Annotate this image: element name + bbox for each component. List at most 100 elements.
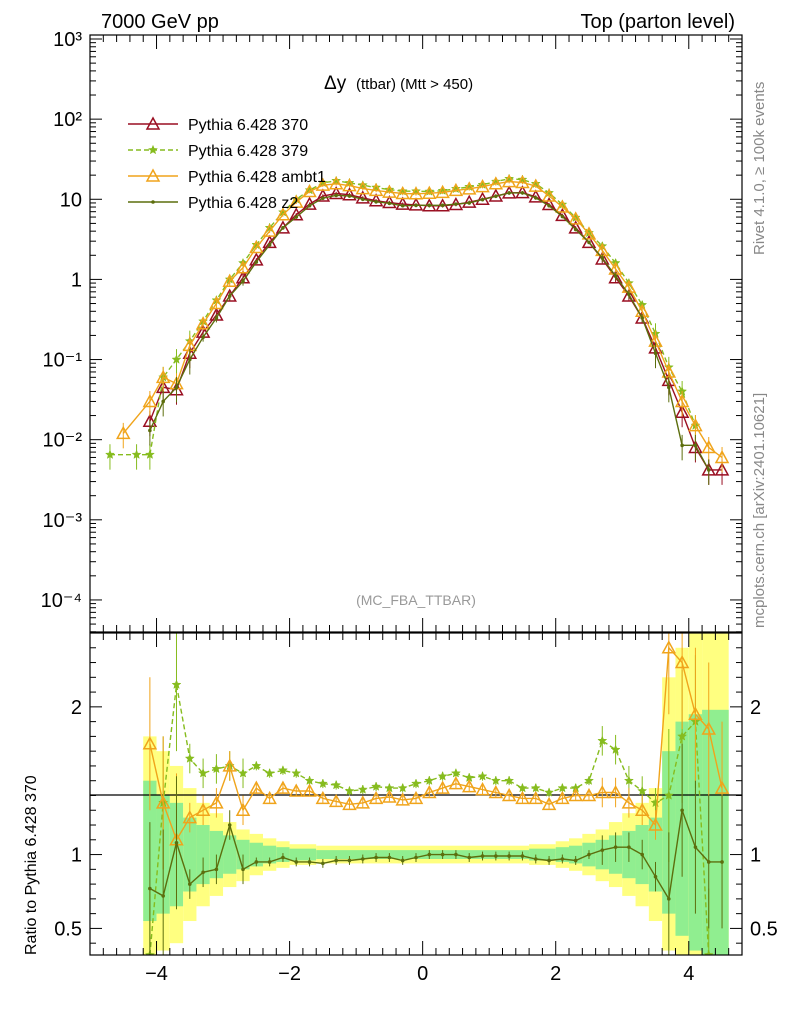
ratio-point bbox=[583, 775, 595, 785]
main-series-pythia-6-428-z2 bbox=[148, 191, 711, 485]
main-point bbox=[227, 294, 232, 298]
ratio-y-axis: 0.5 0.5 1 1 2 2 bbox=[54, 647, 778, 944]
main-point bbox=[467, 201, 472, 205]
main-series-pythia-6-428-370 bbox=[142, 185, 730, 485]
ratio-point bbox=[680, 808, 684, 813]
ratio-point bbox=[597, 735, 608, 746]
ratio-point bbox=[344, 785, 355, 796]
ratio-point bbox=[437, 771, 448, 781]
main-point bbox=[621, 288, 637, 302]
ratio-point bbox=[507, 854, 511, 858]
main-point bbox=[587, 240, 591, 245]
ratio-point bbox=[515, 790, 530, 805]
ratio-point bbox=[249, 780, 264, 794]
main-point bbox=[387, 201, 392, 206]
ratio-point bbox=[317, 778, 328, 788]
main-y-tick-label: 10⁻² bbox=[43, 430, 83, 452]
ratio-point bbox=[528, 790, 544, 805]
ratio-band-inner-9 bbox=[262, 845, 277, 864]
legend-item-pythia-6-428-ambt1: Pythia 6.428 ambt1 bbox=[128, 168, 326, 186]
main-point bbox=[374, 200, 378, 204]
ratio-point bbox=[701, 721, 716, 735]
ratio-point bbox=[264, 768, 275, 778]
main-point bbox=[560, 214, 565, 219]
ratio-point bbox=[530, 782, 541, 793]
ratio-point bbox=[568, 787, 583, 802]
ratio-point bbox=[414, 855, 418, 860]
legend-marker bbox=[145, 116, 161, 130]
ratio-point bbox=[517, 782, 528, 793]
ratio-point bbox=[227, 823, 232, 827]
ratio-point bbox=[148, 886, 152, 891]
ratio-band-inner-21 bbox=[648, 817, 663, 892]
ratio-point bbox=[315, 790, 331, 805]
ratio-point bbox=[667, 897, 671, 901]
main-point bbox=[414, 203, 418, 208]
legend-label: Pythia 6.428 379 bbox=[188, 143, 308, 160]
ratio-point bbox=[184, 753, 195, 763]
ratio-point bbox=[520, 854, 525, 858]
ratio-point bbox=[195, 802, 211, 816]
ratio-point bbox=[182, 810, 198, 824]
main-point bbox=[355, 181, 371, 195]
ratio-band-inner-13 bbox=[529, 848, 556, 861]
ratio-ylabel: Ratio to Pythia 6.428 370 bbox=[23, 775, 40, 955]
main-point bbox=[155, 369, 171, 384]
ratio-point bbox=[621, 795, 637, 809]
ratio-point bbox=[450, 768, 461, 778]
ratio-point bbox=[650, 797, 661, 808]
ratio-point bbox=[555, 790, 570, 805]
main-point bbox=[528, 178, 544, 192]
ratio-point bbox=[328, 793, 344, 808]
main-point bbox=[693, 443, 698, 448]
x-tick-label: 0 bbox=[417, 963, 428, 985]
ratio-point bbox=[307, 860, 312, 864]
main-point bbox=[515, 185, 530, 199]
ratio-point bbox=[334, 858, 338, 863]
main-point bbox=[116, 425, 131, 440]
ratio-band-inner-8 bbox=[249, 842, 263, 867]
main-point bbox=[475, 179, 490, 193]
main-point bbox=[241, 279, 245, 283]
ratio-point bbox=[674, 654, 690, 669]
main-y-tick-label: 10⁻⁴ bbox=[41, 590, 82, 612]
ratio-y-tick-label: 2 bbox=[71, 697, 82, 719]
ratio-point bbox=[235, 802, 251, 816]
main-point bbox=[600, 256, 605, 260]
ratio-point bbox=[637, 785, 648, 796]
ratio-point bbox=[661, 640, 677, 654]
ratio-point bbox=[254, 860, 259, 864]
main-point bbox=[533, 196, 538, 200]
main-point bbox=[701, 439, 716, 454]
rivet-label: Rivet 4.1.0, ≥ 100k events bbox=[751, 82, 768, 255]
ratio-y-tick-label-right: 1 bbox=[750, 845, 761, 867]
ratio-band-inner-6 bbox=[223, 835, 237, 874]
main-point bbox=[209, 295, 224, 310]
main-point bbox=[674, 404, 690, 418]
main-point bbox=[321, 196, 325, 201]
legend-label: Pythia 6.428 z2 bbox=[188, 195, 298, 212]
main-point bbox=[400, 203, 405, 208]
main-point bbox=[307, 203, 312, 208]
main-point bbox=[520, 191, 525, 195]
ratio-point bbox=[663, 790, 674, 800]
ratio-point bbox=[304, 775, 315, 785]
ratio-point bbox=[262, 790, 277, 805]
main-point bbox=[328, 185, 344, 200]
ratio-point bbox=[174, 840, 179, 845]
ratio-point bbox=[608, 784, 623, 799]
ratio-point bbox=[209, 795, 224, 809]
ratio-point bbox=[477, 771, 488, 781]
main-point bbox=[515, 174, 530, 189]
legend-marker bbox=[145, 168, 161, 182]
main-point bbox=[144, 449, 155, 459]
main-point bbox=[315, 188, 331, 202]
legend-item-pythia-6-428-z2: Pythia 6.428 z2 bbox=[128, 195, 298, 212]
main-y-tick-label: 10⁻¹ bbox=[43, 350, 83, 372]
main-point bbox=[714, 449, 730, 464]
main-point bbox=[680, 443, 684, 448]
ratio-y-tick-label-right: 0.5 bbox=[750, 918, 778, 940]
ratio-point bbox=[395, 792, 410, 806]
main-point bbox=[347, 194, 352, 198]
main-point bbox=[334, 193, 338, 198]
